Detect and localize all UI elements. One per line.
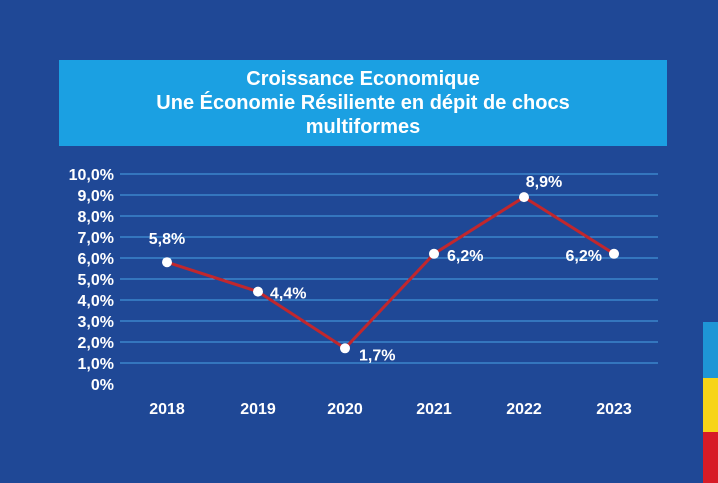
chart-title-line-1: Croissance Economique xyxy=(246,68,480,90)
y-tick-label: 7,0% xyxy=(78,230,114,247)
data-label: 1,7% xyxy=(359,347,395,364)
data-label: 4,4% xyxy=(270,286,306,303)
data-label: 5,8% xyxy=(149,231,185,248)
x-tick-label: 2022 xyxy=(506,401,542,418)
data-point xyxy=(162,257,172,268)
y-tick-label: 4,0% xyxy=(78,293,114,310)
data-point xyxy=(340,343,350,354)
chart-title-line-3: multiformes xyxy=(305,116,421,138)
flag-stripe-red xyxy=(703,432,718,483)
data-label: 6,2% xyxy=(447,248,483,265)
x-tick-label: 2023 xyxy=(596,401,632,418)
growth-series xyxy=(166,195,615,350)
y-axis-tick-labels: 0% 1,0% 2,0% 3,0% 4,0% 5,0% 6,0% 7,0% 8,0% 9,0% 10… xyxy=(69,167,114,394)
y-tick-label: 2,0% xyxy=(78,335,114,352)
data-point xyxy=(429,248,439,259)
x-tick-label: 2020 xyxy=(327,401,363,418)
chart-title-line-2: Une Économie Résiliente en dépit de choc… xyxy=(156,92,570,114)
y-tick-label: 8,0% xyxy=(78,209,114,226)
x-tick-label: 2021 xyxy=(416,401,452,418)
y-tick-label: 9,0% xyxy=(78,188,114,205)
grid-lines xyxy=(120,173,658,364)
y-tick-label: 0% xyxy=(91,377,114,394)
data-point xyxy=(609,248,619,259)
data-label: 6,2% xyxy=(566,248,602,265)
flag-stripe-yellow xyxy=(703,378,718,432)
y-tick-label: 1,0% xyxy=(78,356,114,373)
data-labels: 5,8% 4,4% 1,7% 6,2% 8,9% 6,2% xyxy=(149,174,602,364)
x-axis-tick-labels: 2018 2019 2020 2021 2022 2023 xyxy=(149,401,632,418)
y-tick-label: 5,0% xyxy=(78,272,114,289)
chart-title-banner: Croissance Economique Une Économie Résil… xyxy=(59,60,667,146)
data-point xyxy=(519,192,529,203)
y-tick-label: 10,0% xyxy=(69,167,114,184)
x-tick-label: 2019 xyxy=(240,401,276,418)
data-point xyxy=(253,286,263,297)
flag-stripe-blue xyxy=(703,322,718,378)
data-label: 8,9% xyxy=(526,174,562,191)
series-line xyxy=(166,195,615,350)
y-tick-label: 3,0% xyxy=(78,314,114,331)
x-tick-label: 2018 xyxy=(149,401,185,418)
data-points xyxy=(162,192,619,354)
y-tick-label: 6,0% xyxy=(78,251,114,268)
